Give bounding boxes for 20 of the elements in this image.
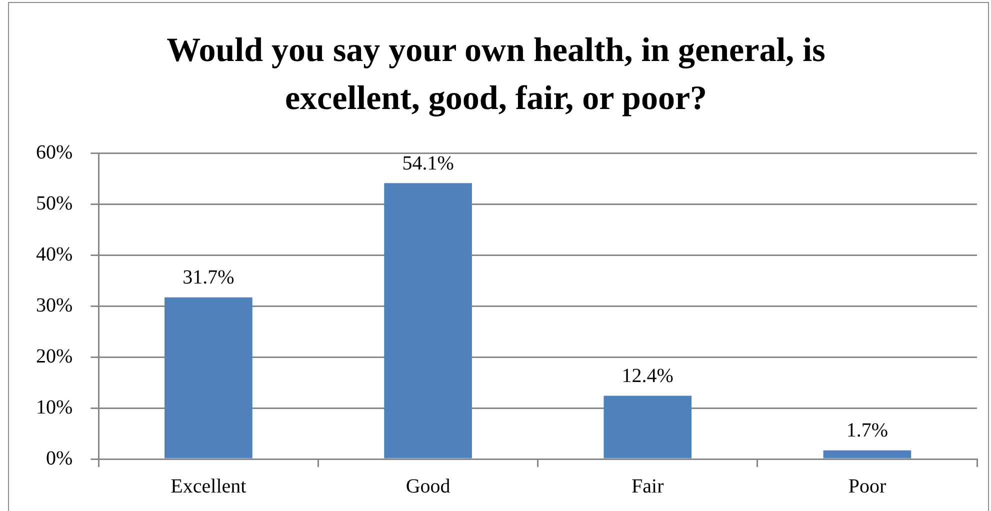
y-tick-label: 0% [46, 447, 73, 470]
bar [823, 450, 912, 458]
x-tick-label: Good [406, 475, 450, 498]
data-label: 12.4% [622, 365, 674, 388]
data-label: 31.7% [182, 266, 234, 289]
x-tick-label: Fair [632, 475, 664, 498]
bar [384, 183, 472, 458]
y-tick-label: 20% [36, 345, 73, 368]
y-tick-label: 50% [36, 192, 73, 214]
y-tick-label: 40% [36, 243, 73, 266]
chart-title: Would you say your own health, in general, is excellent, good, fair, or poor? [166, 31, 826, 119]
data-label: 1.7% [846, 420, 888, 442]
x-tick-label: Poor [848, 475, 886, 498]
data-label: 54.1% [402, 152, 454, 174]
x-tick-label: Excellent [170, 475, 247, 498]
bar [604, 396, 692, 458]
y-tick-label: 60% [36, 141, 73, 164]
y-tick-label: 10% [36, 396, 73, 418]
y-tick-label: 30% [36, 294, 73, 316]
bar [164, 297, 252, 458]
